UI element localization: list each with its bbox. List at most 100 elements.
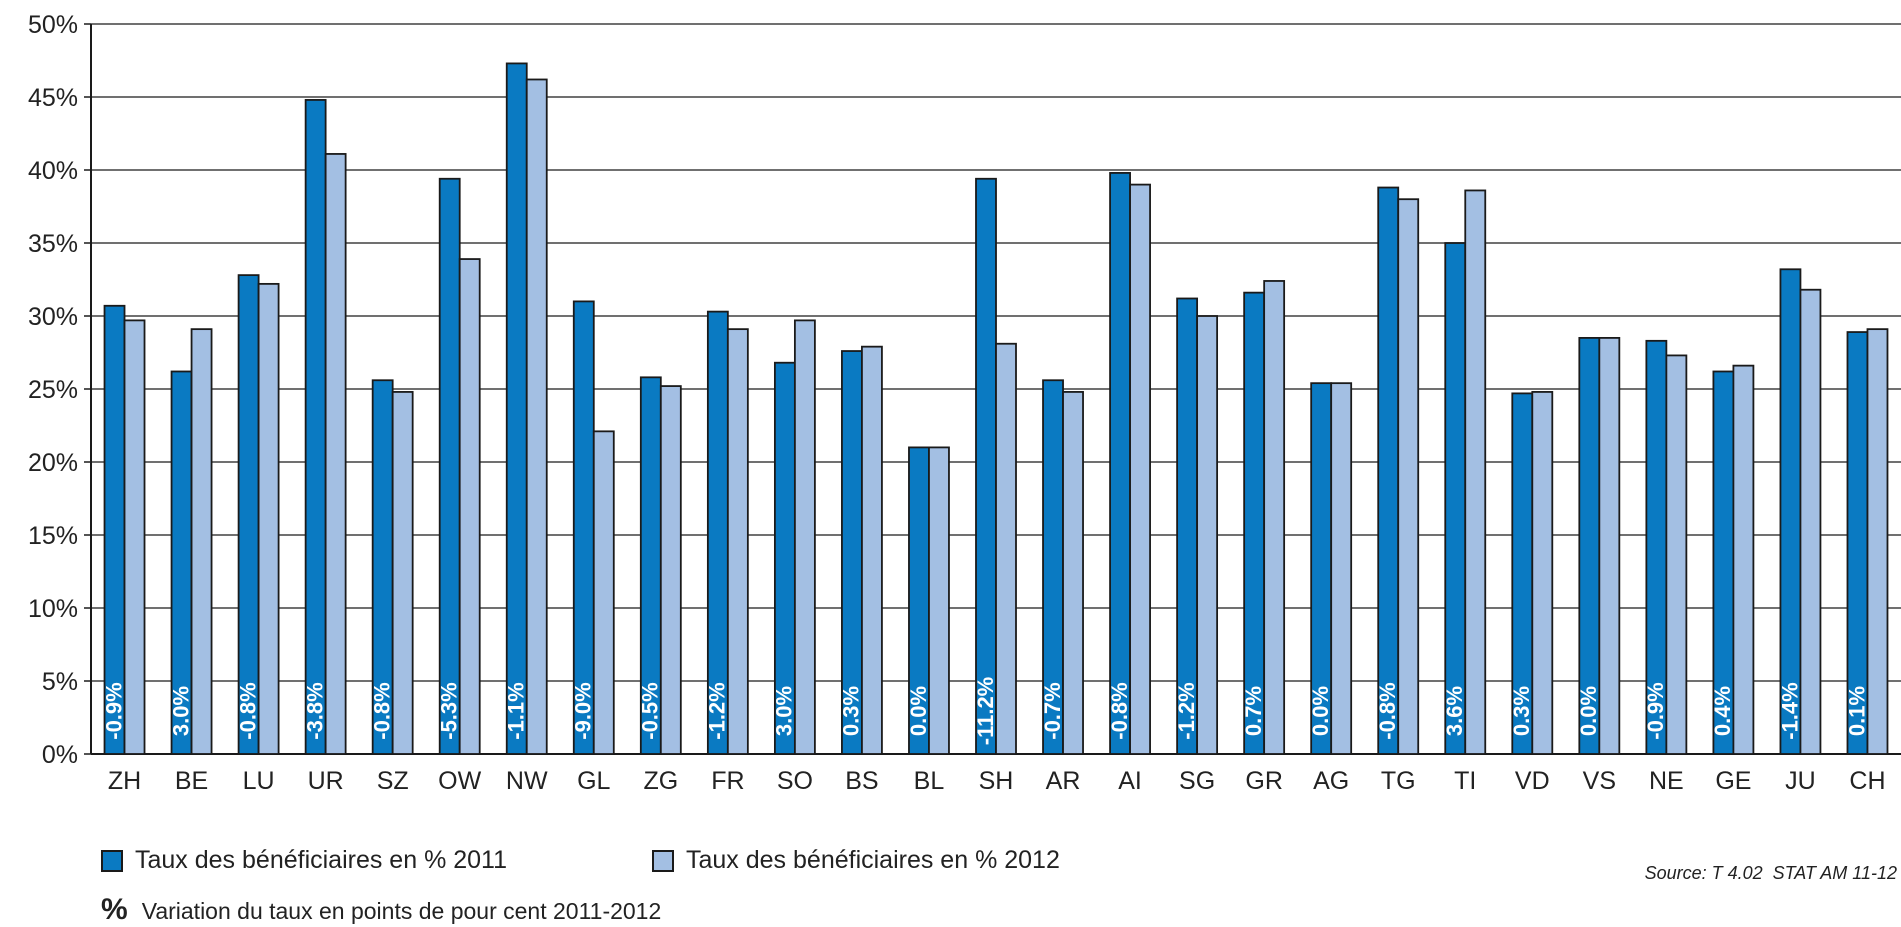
bar-2011 <box>438 177 461 755</box>
y-tick-label: 25% <box>28 376 78 404</box>
y-tick-label: 45% <box>28 84 78 112</box>
variation-label: -0.9% <box>1643 682 1668 739</box>
bar-2012 <box>1196 315 1219 755</box>
x-tick-label: BL <box>914 767 945 795</box>
bar-2011 <box>1377 186 1400 755</box>
variation-label: -1.4% <box>1777 682 1802 739</box>
variation-label: 0.3% <box>839 686 864 736</box>
bar-2012 <box>1732 364 1755 755</box>
bar-2011 <box>505 62 528 755</box>
x-tick-label: ZH <box>108 767 141 795</box>
variation-label: -0.8% <box>1107 682 1132 739</box>
x-tick-label: NE <box>1649 767 1684 795</box>
y-tick-label: 0% <box>42 741 78 769</box>
x-tick-label: TI <box>1454 767 1476 795</box>
x-tick-label: VD <box>1515 767 1550 795</box>
x-tick-label: SH <box>979 767 1014 795</box>
variation-label: 0.0% <box>906 686 931 736</box>
variation-label: 0.7% <box>1241 686 1266 736</box>
variation-note: % Variation du taux en points de pour ce… <box>101 893 661 927</box>
bar-2012 <box>1397 198 1420 755</box>
variation-label: -0.7% <box>1040 682 1065 739</box>
bar-2012 <box>1263 280 1286 755</box>
variation-note-symbol: % <box>101 893 128 926</box>
bar-2012 <box>190 328 213 755</box>
legend-label-2011: Taux des bénéficiaires en % 2011 <box>135 846 507 874</box>
variation-label: -0.8% <box>1375 682 1400 739</box>
bar-2011 <box>237 274 260 755</box>
x-tick-label: LU <box>243 767 275 795</box>
x-tick-label: AI <box>1118 767 1142 795</box>
bar-2012 <box>793 319 816 755</box>
variation-label: -0.8% <box>235 682 260 739</box>
bar-2012 <box>1464 189 1487 755</box>
bar-2012 <box>391 391 414 755</box>
variation-label: -0.9% <box>101 682 126 739</box>
bar-2012 <box>324 153 347 755</box>
bar-2012 <box>458 258 481 755</box>
bar-2012 <box>1531 391 1554 755</box>
bar-2012 <box>1062 391 1084 755</box>
x-tick-label: SO <box>777 767 813 795</box>
variation-label: -11.2% <box>973 677 998 746</box>
x-tick-label: ZG <box>643 767 678 795</box>
bar-2012 <box>659 385 682 755</box>
variation-label: -5.3% <box>437 682 462 739</box>
bar-2011 <box>1444 242 1467 755</box>
x-tick-label: OW <box>438 767 481 795</box>
x-tick-label: AR <box>1046 767 1081 795</box>
y-tick-label: 30% <box>28 303 78 331</box>
bar-2012 <box>995 342 1017 755</box>
x-tick-label: SG <box>1179 767 1215 795</box>
bar-2012 <box>928 446 950 755</box>
variation-label: -1.2% <box>1174 682 1199 739</box>
x-tick-label: BE <box>175 767 208 795</box>
bar-2012 <box>861 345 883 755</box>
variation-label: 0.4% <box>1710 686 1735 736</box>
bar-2012 <box>726 328 749 755</box>
bar-2011 <box>1109 172 1131 755</box>
x-tick-label: GR <box>1245 767 1283 795</box>
source-note: Source: T 4.02 STAT AM 11-12 <box>1644 863 1897 883</box>
variation-label: -1.2% <box>705 682 730 739</box>
variation-label: -1.1% <box>504 682 529 739</box>
bar-2012 <box>525 78 548 755</box>
legend-swatch-2012 <box>652 849 674 872</box>
bar-2012 <box>1799 288 1822 755</box>
y-tick-label: 5% <box>42 668 78 696</box>
x-tick-label: GE <box>1715 767 1751 795</box>
bar-2011 <box>304 99 327 755</box>
variation-label: -9.0% <box>571 682 596 739</box>
bar-2011 <box>975 177 997 755</box>
bar-2012 <box>1330 382 1353 755</box>
y-tick-label: 40% <box>28 157 78 185</box>
y-tick-label: 50% <box>28 11 78 39</box>
variation-label: 0.3% <box>1509 686 1534 736</box>
legend-swatch-2011 <box>101 849 123 872</box>
x-tick-label: AG <box>1313 767 1349 795</box>
y-tick-label: 20% <box>28 449 78 477</box>
bar-2012 <box>592 430 615 755</box>
x-tick-label: NW <box>506 767 548 795</box>
variation-label: 0.0% <box>1308 686 1333 736</box>
x-tick-label: TG <box>1381 767 1416 795</box>
x-tick-label: VS <box>1583 767 1616 795</box>
x-tick-label: CH <box>1849 767 1885 795</box>
bar-2012 <box>1665 354 1688 755</box>
bar-2012 <box>1866 328 1889 755</box>
variation-label: -0.5% <box>638 682 663 739</box>
variation-label: 3.6% <box>1442 686 1467 736</box>
x-tick-label: FR <box>711 767 744 795</box>
variation-label: -0.8% <box>369 682 394 739</box>
bar-chart: 0% 5% 10% 15% 20% 25% 30% 35% 40% 45% 50% ZH -0.9% BE… <box>28 11 1901 795</box>
legend-item-2011: Taux des bénéficiaires en % 2011 <box>101 846 507 875</box>
variation-label: 0.1% <box>1844 686 1869 736</box>
x-tick-label: SZ <box>377 767 409 795</box>
bar-2012 <box>1129 183 1151 755</box>
y-tick-label: 35% <box>28 230 78 258</box>
bar-2011 <box>1779 268 1802 755</box>
variation-label: -3.8% <box>302 682 327 739</box>
y-tick-label: 10% <box>28 595 78 623</box>
legend-item-2012: Taux des bénéficiaires en % 2012 <box>652 846 1060 875</box>
